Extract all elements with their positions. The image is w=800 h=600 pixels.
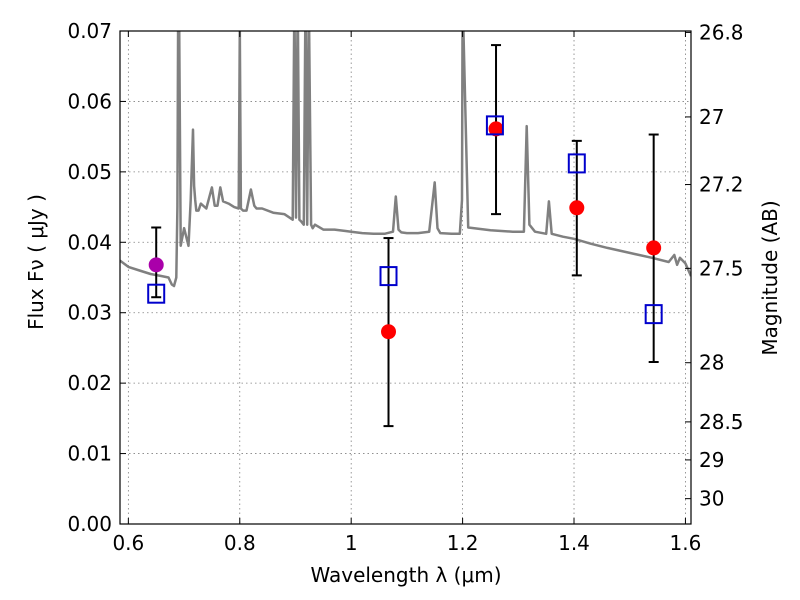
y-tick-label: 0.01 [67, 442, 112, 466]
model-box-point [485, 115, 504, 136]
observed-point [381, 324, 397, 340]
x-tick-label: 1 [345, 531, 358, 555]
model-spectrum-line [120, 31, 691, 288]
right-tick-label: 27 [699, 105, 724, 129]
y-tick-label: 0.00 [67, 512, 112, 536]
right-tick-label: 27.5 [699, 256, 744, 280]
model-box-point [147, 283, 166, 304]
y-tick-label: 0.07 [67, 19, 112, 43]
y-tick-label: 0.04 [67, 230, 112, 254]
x-tick-label: 1.6 [670, 531, 702, 555]
right-axis-label: Magnitude (AB) [758, 200, 782, 355]
y-tick-label: 0.02 [67, 371, 112, 395]
data-points [147, 115, 663, 340]
x-tick-label: 1.4 [558, 531, 590, 555]
plot-border [119, 30, 692, 525]
model-spectrum-layer [120, 31, 691, 288]
right-tick-label: 28.5 [699, 410, 744, 434]
model-box-point [567, 153, 586, 174]
ticks: 0.6 0.8 1 1.2 1.4 1.6 0.00 0.01 0.02 0.03 0.04 0.05… [67, 19, 743, 555]
observed-point [646, 240, 662, 256]
y-tick-label: 0.03 [67, 301, 112, 325]
observed-point [148, 257, 164, 273]
x-tick-label: 0.6 [112, 531, 144, 555]
right-tick-label: 27.2 [699, 173, 744, 197]
x-axis-label: Wavelength λ (μm) [310, 563, 501, 587]
right-tick-label: 30 [699, 487, 724, 511]
plot-frame [119, 30, 692, 525]
grid [120, 30, 691, 525]
y-tick-label: 0.05 [67, 160, 112, 184]
right-tick-label: 26.8 [699, 20, 744, 44]
y-axis-label: Flux Fν ( μJy ) [24, 194, 48, 330]
right-tick-label: 28 [699, 351, 724, 375]
y-tick-label: 0.06 [67, 89, 112, 113]
observed-point [488, 121, 504, 137]
observed-point [569, 200, 585, 216]
error-bars [151, 44, 659, 428]
model-box-point [644, 304, 663, 325]
x-tick-label: 0.8 [224, 531, 256, 555]
right-tick-label: 29 [699, 448, 724, 472]
x-tick-label: 1.2 [447, 531, 479, 555]
model-box-point [379, 266, 398, 287]
